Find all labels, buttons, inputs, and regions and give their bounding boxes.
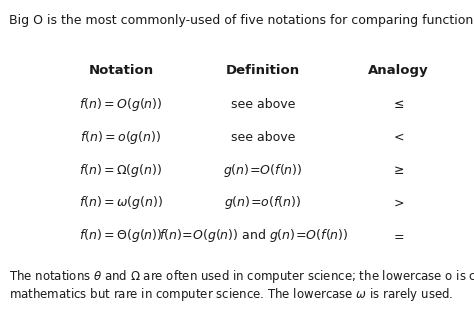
Text: $f(n) = o(g(n))$: $f(n) = o(g(n))$ bbox=[80, 129, 162, 146]
Text: $f(n) = \Omega(g(n))$: $f(n) = \Omega(g(n))$ bbox=[79, 162, 163, 178]
Text: see above: see above bbox=[231, 131, 295, 144]
Text: The notations $\theta$ and $\Omega$ are often used in computer science; the lowe: The notations $\theta$ and $\Omega$ are … bbox=[9, 269, 474, 285]
Text: Big O is the most commonly-used of five notations for comparing functions:: Big O is the most commonly-used of five … bbox=[9, 14, 474, 27]
Text: mathematics but rare in computer science. The lowercase $\omega$ is rarely used.: mathematics but rare in computer science… bbox=[9, 286, 454, 303]
Text: $g(n)\!=\!o(f(n))$: $g(n)\!=\!o(f(n))$ bbox=[224, 194, 302, 211]
Text: $>$: $>$ bbox=[392, 196, 405, 209]
Text: $\geq$: $\geq$ bbox=[392, 163, 405, 177]
Text: $=$: $=$ bbox=[392, 229, 405, 242]
Text: Analogy: Analogy bbox=[368, 64, 428, 77]
Text: Notation: Notation bbox=[88, 64, 154, 77]
Text: $f(n) = \omega(g(n))$: $f(n) = \omega(g(n))$ bbox=[79, 194, 163, 211]
Text: $f(n) = O(g(n))$: $f(n) = O(g(n))$ bbox=[79, 96, 163, 113]
Text: $f(n) = \Theta(g(n))$: $f(n) = \Theta(g(n))$ bbox=[79, 227, 163, 244]
Text: Definition: Definition bbox=[226, 64, 300, 77]
Text: see above: see above bbox=[231, 98, 295, 111]
Text: $g(n)\!=\!O(f(n))$: $g(n)\!=\!O(f(n))$ bbox=[223, 162, 303, 178]
Text: $\leq$: $\leq$ bbox=[392, 98, 405, 111]
Text: $<$: $<$ bbox=[392, 131, 405, 144]
Text: $f(n)\!=\!O(g(n))$ and $g(n)\!=\!O(f(n))$: $f(n)\!=\!O(g(n))$ and $g(n)\!=\!O(f(n))… bbox=[159, 227, 348, 244]
